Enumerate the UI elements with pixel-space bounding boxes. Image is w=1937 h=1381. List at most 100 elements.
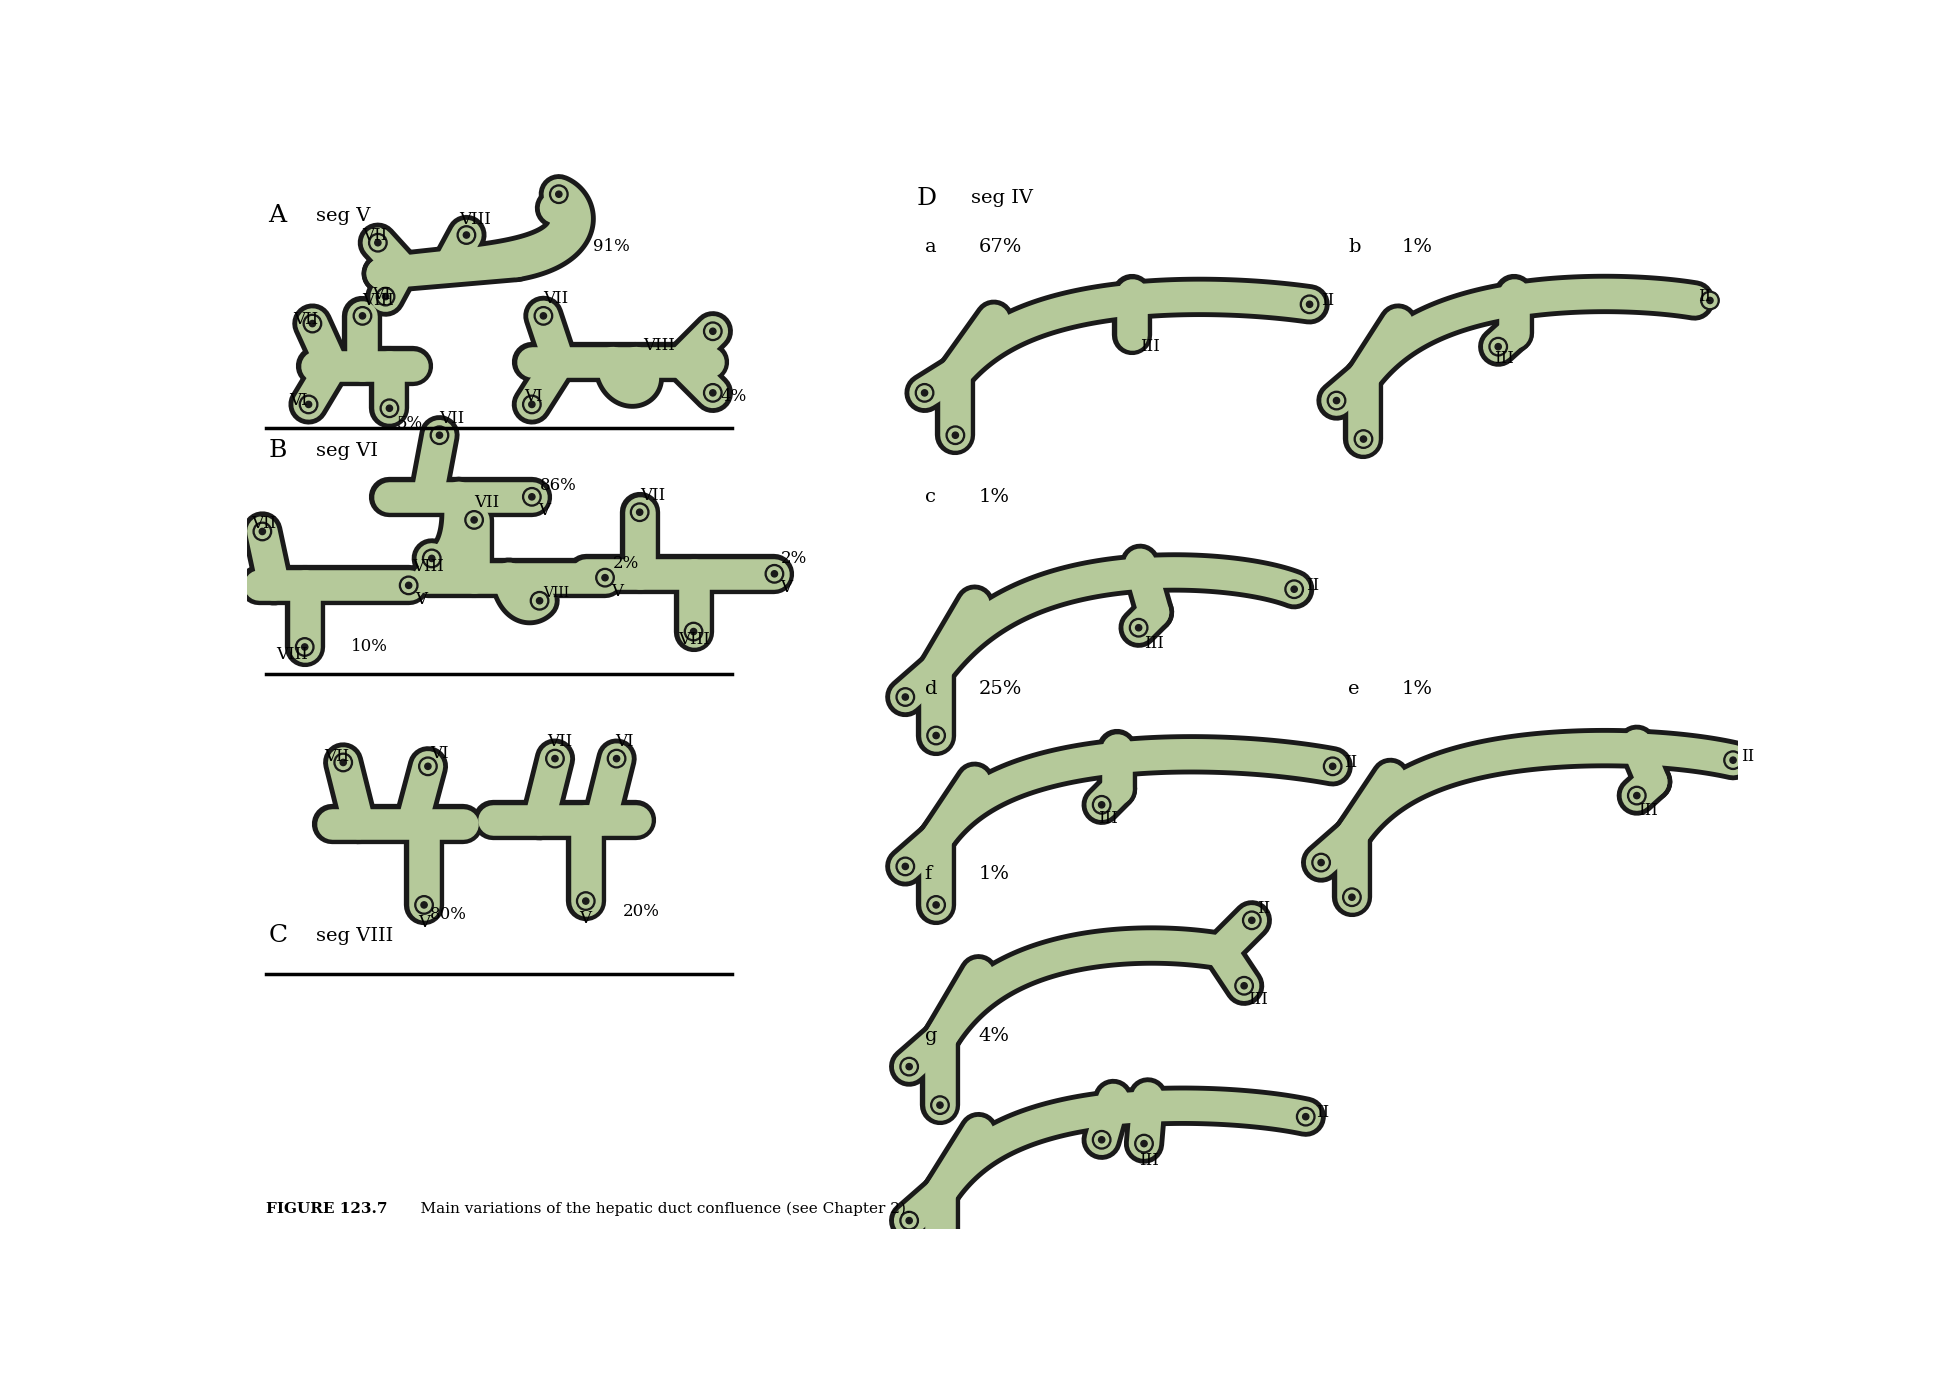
Text: g: g [924, 1027, 938, 1045]
Circle shape [401, 579, 416, 592]
Text: D: D [916, 186, 938, 210]
Text: VII: VII [292, 311, 318, 329]
Circle shape [903, 863, 908, 870]
Circle shape [934, 732, 939, 739]
Circle shape [938, 1102, 943, 1108]
Text: VI: VI [616, 733, 633, 750]
Text: III: III [1139, 1152, 1158, 1170]
Circle shape [922, 389, 928, 396]
Text: VII: VII [362, 226, 387, 243]
Circle shape [415, 896, 434, 914]
Circle shape [633, 505, 647, 519]
Text: B: B [269, 439, 287, 463]
Circle shape [432, 428, 446, 442]
Text: II: II [1344, 754, 1358, 771]
Text: Main variations of the hepatic duct confluence (see Chapter 2).: Main variations of the hepatic duct conf… [401, 1201, 910, 1217]
Circle shape [1342, 888, 1362, 906]
Text: seg VI: seg VI [316, 442, 378, 460]
Circle shape [1288, 583, 1302, 597]
Circle shape [1284, 580, 1304, 598]
Circle shape [903, 1059, 916, 1073]
Circle shape [1242, 983, 1247, 989]
Circle shape [686, 624, 701, 638]
Text: seg V: seg V [316, 207, 370, 225]
Text: 67%: 67% [978, 238, 1023, 255]
Text: VII: VII [544, 290, 569, 308]
Circle shape [306, 316, 320, 330]
Circle shape [550, 185, 568, 203]
Text: VIII: VIII [277, 646, 308, 663]
Text: VII: VII [475, 494, 500, 511]
Text: 2%: 2% [612, 555, 639, 572]
Circle shape [1348, 894, 1356, 900]
Circle shape [465, 511, 484, 529]
Circle shape [907, 1063, 912, 1070]
Circle shape [583, 898, 589, 905]
Circle shape [577, 892, 595, 910]
Circle shape [428, 555, 436, 562]
Circle shape [399, 576, 418, 595]
Circle shape [1236, 976, 1253, 994]
Circle shape [1495, 344, 1501, 349]
Circle shape [360, 312, 366, 319]
Circle shape [630, 503, 649, 522]
Circle shape [771, 570, 777, 577]
Circle shape [337, 755, 351, 769]
Circle shape [709, 329, 717, 334]
Circle shape [531, 591, 548, 610]
Text: V: V [415, 591, 426, 608]
Circle shape [1135, 1134, 1153, 1153]
Circle shape [1329, 394, 1344, 407]
Circle shape [1726, 753, 1739, 766]
Text: 86%: 86% [540, 476, 577, 494]
Circle shape [523, 487, 540, 505]
Text: a: a [924, 238, 936, 255]
Circle shape [897, 858, 914, 876]
Circle shape [1703, 294, 1716, 308]
Circle shape [934, 902, 939, 909]
Text: VII: VII [440, 410, 465, 427]
Circle shape [306, 402, 312, 407]
Circle shape [610, 751, 624, 765]
Circle shape [430, 425, 449, 445]
Circle shape [903, 1214, 916, 1228]
Circle shape [471, 516, 477, 523]
Circle shape [457, 225, 477, 244]
Text: 1%: 1% [1402, 681, 1433, 699]
Circle shape [356, 309, 370, 323]
Circle shape [1292, 586, 1298, 592]
Circle shape [1344, 891, 1360, 905]
Text: V: V [781, 579, 792, 597]
Circle shape [535, 307, 552, 325]
Text: C: C [269, 924, 289, 947]
Circle shape [353, 307, 372, 325]
Circle shape [1323, 757, 1342, 776]
Circle shape [1098, 802, 1104, 808]
Circle shape [599, 570, 612, 584]
Circle shape [254, 522, 271, 541]
Text: VII: VII [639, 486, 664, 504]
Circle shape [1730, 757, 1736, 764]
Circle shape [1129, 619, 1149, 637]
Circle shape [614, 755, 620, 762]
Circle shape [463, 232, 469, 238]
Text: VI: VI [289, 392, 308, 409]
Text: d: d [924, 681, 938, 699]
Text: II: II [1699, 289, 1712, 305]
Circle shape [420, 902, 428, 909]
Circle shape [529, 493, 535, 500]
Circle shape [1300, 1110, 1313, 1124]
Text: c: c [924, 487, 936, 505]
Circle shape [1300, 296, 1319, 313]
Circle shape [304, 315, 322, 333]
Circle shape [1313, 856, 1329, 870]
Text: VIII: VIII [413, 558, 444, 574]
Circle shape [1306, 301, 1313, 308]
Circle shape [945, 425, 965, 445]
Circle shape [537, 309, 550, 323]
Text: A: A [269, 204, 287, 228]
Circle shape [1098, 1137, 1104, 1143]
Circle shape [310, 320, 316, 327]
Text: II: II [1306, 577, 1319, 594]
Text: 4%: 4% [721, 388, 748, 405]
